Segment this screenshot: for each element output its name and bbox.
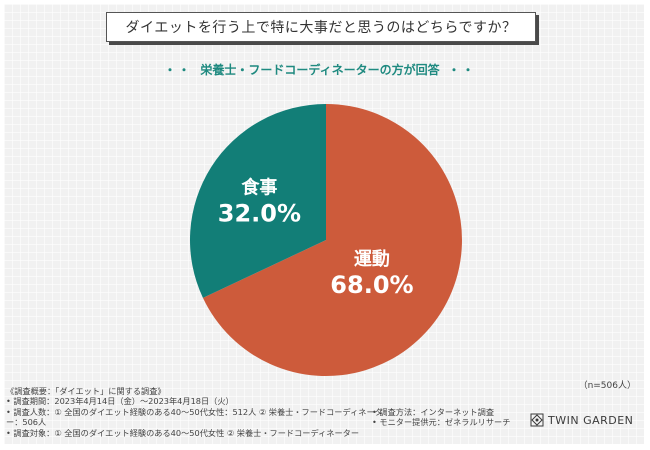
survey-provider: • モニター提供元：ゼネラルリサーチ: [372, 417, 511, 428]
slice-label-diet: 食事: [240, 177, 277, 199]
survey-period: • 調査期間：2023年4月14日（金）〜2023年4月18日（火）: [6, 396, 234, 407]
question-title: ダイエットを行う上で特に大事だと思うのはどちらですか？: [106, 12, 536, 42]
subtitle-dots-right: ・・: [447, 63, 476, 77]
respondent-subtitle: ・・ 栄養士・フードコーディネーターの方が回答 ・・: [0, 61, 640, 78]
question-title-text: ダイエットを行う上で特に大事だと思うのはどちらですか？: [125, 20, 517, 36]
brand-logo: TWIN GARDEN: [530, 413, 633, 427]
survey-overview-right: • 調査方法：インターネット調査 • モニター提供元：ゼネラルリサーチ: [372, 407, 510, 428]
pie-slice-diet: [189, 104, 326, 298]
brand-mark-icon: [530, 413, 544, 427]
subtitle-text: 栄養士・フードコーディネーターの方が回答: [200, 63, 440, 77]
survey-count: • 調査人数：① 全国のダイエット経験のある40〜50代女性：512人 ② 栄養…: [6, 406, 383, 428]
slice-label-exercise: 運動: [354, 248, 390, 270]
brand-name: TWIN GARDEN: [548, 413, 634, 427]
sample-size-note: （n=506人）: [578, 381, 636, 391]
survey-target: • 調査対象：① 全国のダイエット経験のある40〜50代女性 ② 栄養士・フード…: [6, 427, 360, 438]
subtitle-dots-left: ・・: [164, 63, 193, 77]
pie-slice-exercise: [202, 104, 462, 377]
slice-value-diet: 32.0%: [218, 200, 301, 228]
survey-method: • 調査方法：インターネット調査: [372, 407, 495, 417]
survey-overview-title: 《調査概要：「ダイエット」に関する調査》: [6, 386, 166, 396]
survey-overview: 《調査概要：「ダイエット」に関する調査》 • 調査期間：2023年4月14日（金…: [6, 386, 386, 438]
slice-value-exercise: 68.0%: [330, 271, 413, 299]
